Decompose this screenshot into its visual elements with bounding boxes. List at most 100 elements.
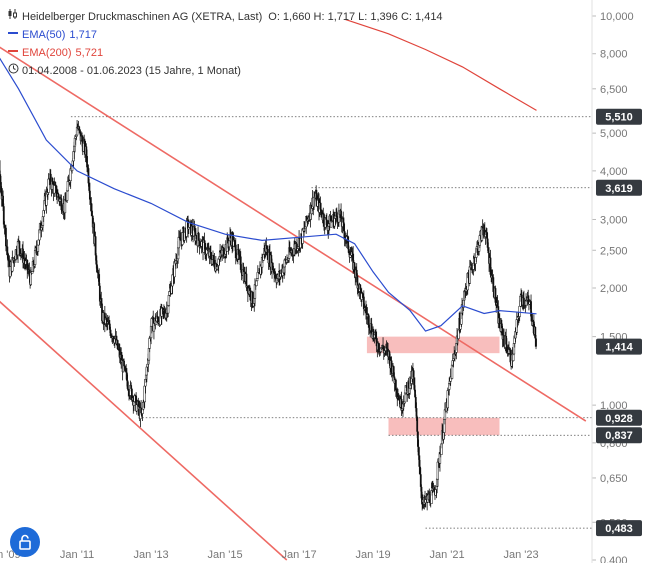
candle-body-down xyxy=(356,275,359,289)
candle-body-down xyxy=(197,233,200,241)
candle-body-down xyxy=(361,292,364,295)
candle-body-down xyxy=(193,226,196,231)
lock-button[interactable] xyxy=(10,527,40,557)
current-price-label: 1,414 xyxy=(605,342,633,354)
candle-body-down xyxy=(343,231,346,239)
price-level-label-bg xyxy=(596,179,642,196)
candle-body-down xyxy=(534,327,537,339)
lock-icon xyxy=(19,534,31,550)
candle-body-down xyxy=(394,379,397,391)
candle-body-down xyxy=(130,388,133,401)
candle-body-down xyxy=(335,212,338,217)
candle-body-down xyxy=(86,156,88,168)
candle-body-down xyxy=(419,474,422,487)
candle-body-down xyxy=(2,195,4,207)
candle-body-down xyxy=(112,336,115,341)
candle-body-down xyxy=(162,308,165,312)
candle-body-down xyxy=(116,340,119,349)
candle-body-down xyxy=(88,190,91,200)
candle-body-down xyxy=(35,247,38,251)
candle-body-down xyxy=(362,294,365,297)
candle-body-down xyxy=(245,273,248,288)
candle-body-down xyxy=(505,335,508,345)
candle-body-down xyxy=(491,275,494,278)
price-level-label-bg xyxy=(596,520,642,537)
candle-body-down xyxy=(203,240,206,243)
candle-body-down xyxy=(109,329,112,336)
legend-ema50-row[interactable]: EMA(50) 1,717 xyxy=(6,26,443,44)
candle-body-down xyxy=(107,321,110,325)
candle-body-down xyxy=(213,260,216,268)
candle-body-down xyxy=(272,270,275,271)
candle-body-down xyxy=(209,249,212,253)
candle-body-up xyxy=(36,244,40,252)
candle-body-down xyxy=(32,261,35,267)
candle-body-down xyxy=(118,349,121,359)
x-tick-label: Jan '23 xyxy=(504,549,539,561)
candle-body-down xyxy=(22,248,24,263)
candle-body-down xyxy=(284,259,287,261)
y-tick-label: 2,000 xyxy=(600,283,628,295)
x-tick-label: Jan '11 xyxy=(60,549,94,561)
legend-ema200-row[interactable]: EMA(200) 5,721 xyxy=(6,44,443,62)
candle-body-down xyxy=(487,247,490,254)
candle-body-down xyxy=(233,240,236,242)
ema200-swatch-icon xyxy=(6,44,20,62)
candle-body-down xyxy=(130,385,133,389)
candle-body-down xyxy=(323,214,325,224)
candle-body-down xyxy=(5,227,7,247)
candle-body-down xyxy=(91,210,93,216)
candle-body-down xyxy=(227,237,229,244)
candle-body-down xyxy=(222,247,225,258)
x-tick-label: Jan '21 xyxy=(430,549,465,561)
candle-body-down xyxy=(204,242,207,255)
y-tick-label: 5,000 xyxy=(600,128,628,140)
ohlc-values: O: 1,660 H: 1,717 L: 1,396 C: 1,414 xyxy=(268,11,443,23)
candle-body-down xyxy=(398,399,401,401)
candle-body-up xyxy=(63,199,67,214)
candle-body-down xyxy=(163,310,166,315)
candle-body-up xyxy=(450,364,454,379)
chart-title: Heidelberger Druckmaschinen AG (XETRA, L… xyxy=(22,11,263,23)
candle-body-down xyxy=(419,466,421,475)
candle-body-down xyxy=(483,228,485,231)
candle-body-down xyxy=(191,226,194,234)
price-labels: 5,510 3,619 0,928 0,837 0,483 1,414 xyxy=(596,108,642,537)
candle-body-down xyxy=(395,390,398,394)
candle-body-down xyxy=(400,399,403,411)
candle-body-down xyxy=(418,455,421,467)
candle-body-down xyxy=(347,236,350,250)
candle-body-down xyxy=(89,199,92,204)
candle-body-down xyxy=(388,351,391,358)
ema50-value: 1,717 xyxy=(69,29,97,41)
candle-body-down xyxy=(353,262,356,273)
candle-body-down xyxy=(368,327,371,330)
candle-body-down xyxy=(530,301,532,317)
support-zone xyxy=(366,336,500,354)
candle-body-down xyxy=(6,246,9,254)
candle-body-down xyxy=(127,388,130,391)
candle-body-down xyxy=(458,318,461,330)
candle-body-down xyxy=(396,393,399,398)
candle-body-down xyxy=(179,237,182,241)
candle-body-down xyxy=(234,241,236,245)
candle-body-down xyxy=(306,216,308,221)
candle-body-down xyxy=(336,216,339,222)
candle-body-down xyxy=(352,253,355,270)
x-tick-label: Jan '13 xyxy=(134,549,169,561)
candle-body-down xyxy=(530,316,533,322)
candle-body-down xyxy=(405,385,408,388)
candle-body-down xyxy=(79,129,81,132)
y-tick-label: 3,000 xyxy=(600,214,628,226)
candle-body-down xyxy=(237,249,240,256)
candle-body-down xyxy=(91,215,94,228)
candle-body-down xyxy=(198,240,201,248)
candle-body-down xyxy=(320,211,323,217)
candle-body-down xyxy=(520,294,523,302)
legend-title-row: Heidelberger Druckmaschinen AG (XETRA, L… xyxy=(6,8,443,26)
candle-body-down xyxy=(195,235,198,240)
candle-body-down xyxy=(93,223,96,244)
price-level-label-bg xyxy=(596,409,642,426)
ema-lines xyxy=(0,18,537,332)
